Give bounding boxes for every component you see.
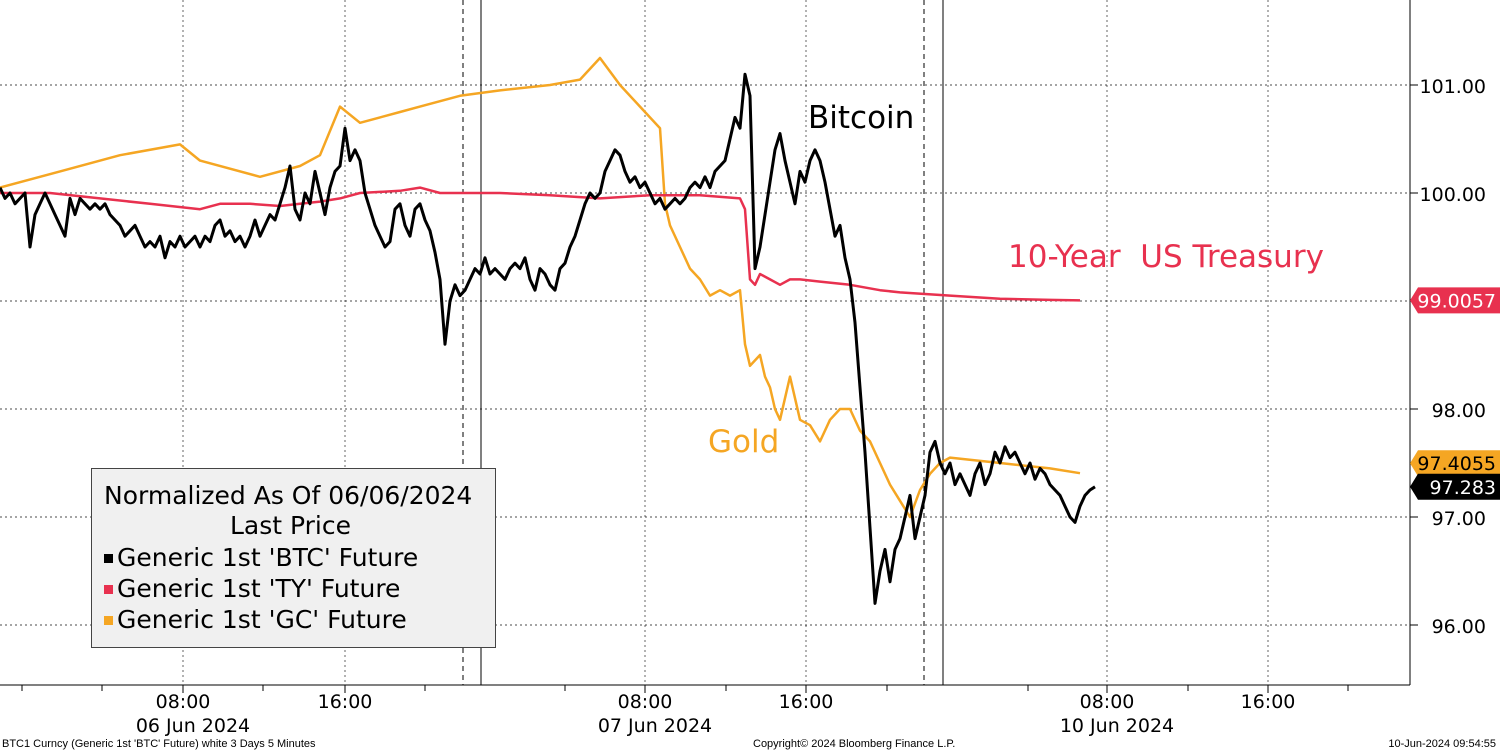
tag-value: 99.0057 bbox=[1417, 290, 1496, 312]
legend-swatch-gc bbox=[104, 616, 113, 625]
annotation-gold: Gold bbox=[708, 424, 779, 460]
legend-label-ty: Generic 1st 'TY' Future bbox=[117, 574, 401, 603]
tag-background bbox=[1410, 473, 1500, 500]
x-tick-label: 08:00 bbox=[156, 691, 211, 713]
x-tick-label: 16:00 bbox=[318, 691, 373, 713]
last-value-tag-gc: 97.4055 bbox=[1410, 450, 1500, 477]
legend-label-gc: Generic 1st 'GC' Future bbox=[117, 605, 407, 634]
x-tick-label: 16:00 bbox=[1241, 691, 1296, 713]
legend-swatch-btc bbox=[104, 554, 113, 563]
y-tick-label: 96.00 bbox=[1432, 616, 1486, 638]
annotation-treasury: 10-Year US Treasury bbox=[1008, 239, 1324, 275]
legend: Normalized As Of 06/06/2024 Last Price G… bbox=[91, 468, 496, 648]
footer-copyright: Copyright© 2024 Bloomberg Finance L.P. bbox=[753, 738, 956, 750]
y-tick-label: 100.00 bbox=[1420, 184, 1486, 206]
last-value-tags: 97.4055 99.0057 97.283 bbox=[1410, 287, 1500, 500]
y-tick-label: 97.00 bbox=[1432, 508, 1486, 530]
last-value-tag-btc: 97.283 bbox=[1410, 473, 1500, 500]
tag-background bbox=[1410, 287, 1500, 314]
legend-swatch-ty bbox=[104, 585, 113, 594]
tag-value: 97.283 bbox=[1430, 477, 1496, 499]
legend-title: Normalized As Of 06/06/2024 bbox=[104, 481, 473, 510]
legend-item-btc: Generic 1st 'BTC' Future bbox=[104, 543, 418, 573]
footer-source: BTC1 Curncy (Generic 1st 'BTC' Future) w… bbox=[2, 738, 316, 750]
x-tick-label: 16:00 bbox=[779, 691, 834, 713]
y-tick-label: 98.00 bbox=[1432, 400, 1486, 422]
x-date-label: 10 Jun 2024 bbox=[1060, 715, 1174, 737]
x-tick-label: 08:00 bbox=[618, 691, 673, 713]
y-tick-label: 101.00 bbox=[1420, 76, 1486, 98]
series-line-gc bbox=[0, 56, 1081, 519]
legend-label-btc: Generic 1st 'BTC' Future bbox=[117, 543, 419, 572]
series-line-btc bbox=[0, 72, 1096, 605]
series-lines bbox=[0, 56, 1096, 605]
tag-background bbox=[1410, 450, 1500, 477]
last-value-tag-ty: 99.0057 bbox=[1410, 287, 1500, 314]
x-date-label: 06 Jun 2024 bbox=[136, 715, 250, 737]
annotation-bitcoin: Bitcoin bbox=[808, 100, 914, 136]
legend-item-ty: Generic 1st 'TY' Future bbox=[104, 574, 400, 604]
legend-item-gc: Generic 1st 'GC' Future bbox=[104, 605, 407, 635]
x-tick-label: 08:00 bbox=[1080, 691, 1135, 713]
x-date-label: 07 Jun 2024 bbox=[598, 715, 712, 737]
legend-subtitle: Last Price bbox=[230, 511, 352, 540]
tag-value: 97.4055 bbox=[1417, 453, 1496, 475]
footer-timestamp: 10-Jun-2024 09:54:55 bbox=[1388, 738, 1496, 750]
